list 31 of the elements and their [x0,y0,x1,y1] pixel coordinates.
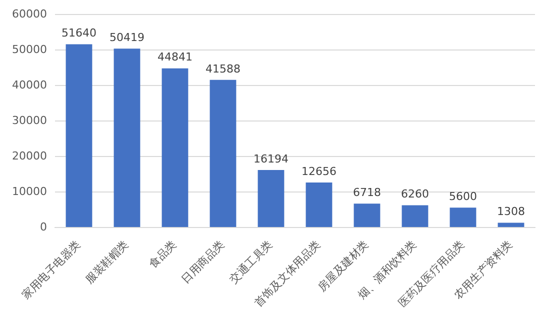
data-label: 5600 [449,190,477,203]
x-tick-label: 服装鞋帽类 [83,238,132,286]
data-label: 51640 [61,26,96,40]
x-tick-label: 食品类 [146,238,180,271]
y-tick-label: 40000 [12,78,47,92]
data-label: 16194 [253,152,288,166]
bar [402,205,428,227]
data-label: 12656 [301,164,336,178]
bar [306,182,332,227]
data-label: 50419 [109,30,144,44]
data-label: 44841 [157,50,192,64]
y-tick-label: 0 [40,220,47,234]
bar [210,80,236,227]
data-label: 6260 [401,188,429,201]
bar [498,222,524,227]
bar [66,44,92,227]
y-tick-label: 10000 [12,184,47,198]
y-tick-label: 30000 [12,114,47,127]
y-tick-label: 20000 [12,149,47,162]
data-label: 6718 [352,186,381,199]
y-tick-label: 50000 [12,42,47,56]
data-label: 41588 [205,62,240,76]
bar [258,170,284,227]
data-label: 1308 [497,205,525,218]
y-tick-label: 60000 [12,7,47,20]
x-tick-label: 日用商品类 [179,238,228,286]
x-tick-label: 家用电子电器类 [19,238,84,302]
bar [114,48,140,227]
bar [354,204,380,227]
bar [162,68,188,227]
bar [450,208,476,227]
